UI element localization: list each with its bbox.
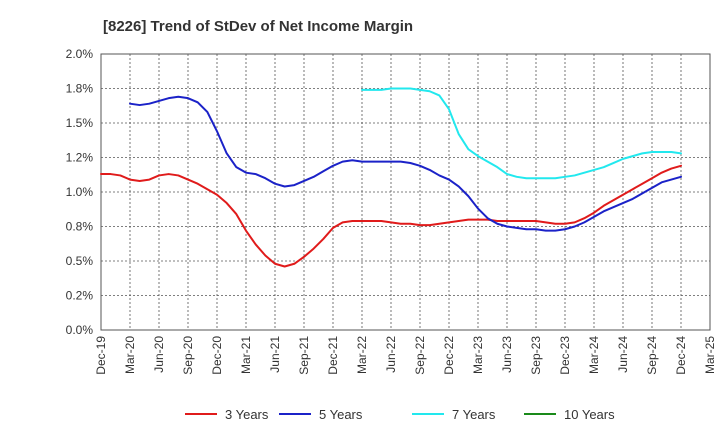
x-tick-label: Dec-23 bbox=[558, 336, 572, 375]
x-tick-label: Sep-20 bbox=[181, 336, 195, 375]
x-tick-label: Mar-25 bbox=[703, 336, 717, 374]
x-tick-label: Dec-22 bbox=[442, 336, 456, 375]
chart-title: [8226] Trend of StDev of Net Income Marg… bbox=[103, 18, 413, 35]
y-tick-label: 2.0% bbox=[66, 47, 94, 61]
y-tick-label: 1.0% bbox=[66, 185, 94, 199]
series-line-2 bbox=[129, 95, 682, 232]
x-tick-label: Mar-24 bbox=[587, 336, 601, 374]
x-tick-label: Mar-21 bbox=[239, 336, 253, 374]
x-tick-label: Sep-21 bbox=[297, 336, 311, 375]
x-axis-ticks: Dec-19 Mar-20 Jun-20 Sep-20 Dec-20 Mar-21 Jun-… bbox=[94, 336, 717, 375]
x-tick-label: Dec-24 bbox=[674, 336, 688, 375]
y-tick-label: 1.5% bbox=[66, 116, 94, 130]
legend: 3 Years 5 Years 7 Years 10 Years bbox=[185, 407, 615, 422]
y-tick-label: 1.2% bbox=[66, 151, 94, 165]
x-tick-label: Mar-20 bbox=[123, 336, 137, 374]
series-line-1 bbox=[100, 164, 682, 268]
y-tick-label: 0.5% bbox=[66, 254, 94, 268]
y-tick-label: 0.0% bbox=[66, 323, 94, 337]
legend-label: 5 Years bbox=[319, 407, 363, 422]
legend-label: 7 Years bbox=[452, 407, 496, 422]
x-tick-label: Dec-19 bbox=[94, 336, 108, 375]
legend-label: 10 Years bbox=[564, 407, 615, 422]
x-tick-label: Jun-21 bbox=[268, 336, 282, 373]
series-line-3 bbox=[361, 87, 682, 180]
grid bbox=[100, 53, 711, 331]
y-tick-label: 1.8% bbox=[66, 82, 94, 96]
legend-label: 3 Years bbox=[225, 407, 269, 422]
y-axis-ticks: 0.0% 0.2% 0.5% 0.8% 1.0% 1.2% 1.5% 1.8% 2.0% bbox=[66, 47, 94, 337]
x-tick-label: Dec-21 bbox=[326, 336, 340, 375]
x-tick-label: Jun-20 bbox=[152, 336, 166, 373]
y-tick-label: 0.8% bbox=[66, 220, 94, 234]
series-lines bbox=[100, 87, 682, 268]
x-tick-label: Sep-24 bbox=[645, 336, 659, 375]
x-tick-label: Jun-24 bbox=[616, 336, 630, 373]
x-tick-label: Dec-20 bbox=[210, 336, 224, 375]
x-tick-label: Sep-22 bbox=[413, 336, 427, 375]
x-tick-label: Mar-22 bbox=[355, 336, 369, 374]
x-tick-label: Jun-22 bbox=[384, 336, 398, 373]
plot-area bbox=[100, 53, 711, 331]
y-tick-label: 0.2% bbox=[66, 289, 94, 303]
x-tick-label: Sep-23 bbox=[529, 336, 543, 375]
x-tick-label: Jun-23 bbox=[500, 336, 514, 373]
x-tick-label: Mar-23 bbox=[471, 336, 485, 374]
